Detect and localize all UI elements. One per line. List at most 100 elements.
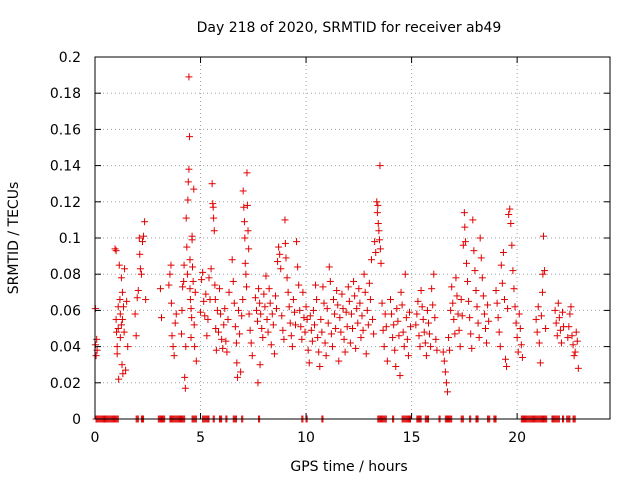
data-point	[247, 339, 255, 347]
data-point	[367, 256, 375, 264]
data-point	[294, 263, 302, 271]
data-point	[538, 288, 546, 296]
data-point	[426, 330, 434, 338]
data-point	[244, 227, 252, 235]
data-point	[397, 288, 405, 296]
data-point	[512, 319, 520, 327]
data-point	[369, 315, 377, 323]
data-point	[315, 348, 323, 356]
data-point	[513, 334, 521, 342]
data-point	[510, 285, 518, 293]
data-point	[574, 364, 582, 372]
data-point	[555, 314, 563, 322]
data-point	[181, 373, 189, 381]
data-point	[568, 332, 576, 340]
data-point	[473, 303, 481, 311]
data-point	[338, 290, 346, 298]
y-tick-label: 0.14	[50, 159, 81, 175]
y-tick-label: 0.04	[50, 340, 81, 356]
y-axis-title: SRMTID / TECUs	[6, 182, 22, 295]
data-point	[334, 301, 342, 309]
data-point	[374, 220, 382, 228]
data-point	[498, 279, 506, 287]
data-point	[112, 315, 120, 323]
data-point	[572, 328, 580, 336]
data-point	[415, 332, 423, 340]
data-point	[431, 314, 439, 322]
data-point	[382, 323, 390, 331]
data-point	[417, 286, 425, 294]
data-point	[508, 241, 516, 249]
data-point	[559, 308, 567, 316]
data-point	[235, 306, 243, 314]
data-point	[383, 357, 391, 365]
data-point	[454, 310, 462, 318]
data-point	[447, 306, 455, 314]
data-point	[567, 303, 575, 311]
data-point	[269, 321, 277, 329]
data-point	[115, 375, 123, 383]
data-point	[189, 277, 197, 285]
data-point	[404, 352, 412, 360]
data-point	[211, 281, 219, 289]
data-point	[506, 205, 514, 213]
data-point	[180, 277, 188, 285]
data-point	[309, 306, 317, 314]
data-point	[571, 348, 579, 356]
data-point	[281, 216, 289, 224]
y-tick-label: 0.08	[50, 267, 81, 283]
data-point	[505, 210, 513, 218]
data-point	[200, 297, 208, 305]
x-tick-label: 10	[297, 430, 315, 446]
data-point	[357, 334, 365, 342]
data-point	[333, 286, 341, 294]
data-point	[484, 301, 492, 309]
data-point	[296, 306, 304, 314]
y-tick-label: 0.16	[50, 122, 81, 138]
data-point	[180, 261, 188, 269]
data-point	[246, 326, 254, 334]
data-point	[241, 259, 249, 267]
data-point	[375, 227, 383, 235]
data-point	[450, 315, 458, 323]
data-point	[281, 239, 289, 247]
data-point	[121, 265, 129, 273]
data-point	[241, 234, 249, 242]
data-point	[347, 310, 355, 318]
data-point	[117, 321, 125, 329]
data-point	[117, 274, 125, 282]
data-point	[182, 343, 190, 351]
data-point	[240, 203, 248, 211]
y-tick-label: 0.18	[50, 86, 81, 102]
data-point	[236, 330, 244, 338]
data-point	[325, 263, 333, 271]
data-point	[492, 286, 500, 294]
data-point	[170, 352, 178, 360]
data-point	[452, 274, 460, 282]
data-point	[320, 299, 328, 307]
data-point	[302, 303, 310, 311]
data-point	[233, 359, 241, 367]
data-point	[414, 297, 422, 305]
data-point	[290, 308, 298, 316]
data-point	[265, 285, 273, 293]
data-point	[251, 294, 259, 302]
data-point	[317, 315, 325, 323]
data-point	[314, 334, 322, 342]
data-point	[182, 214, 190, 222]
data-point	[209, 203, 217, 211]
data-point	[326, 277, 334, 285]
data-point	[199, 268, 207, 276]
data-point	[407, 323, 415, 331]
x-tick-label: 15	[403, 430, 421, 446]
data-point	[197, 308, 205, 316]
data-point	[413, 310, 421, 318]
data-point	[135, 234, 143, 242]
data-point	[93, 335, 101, 343]
data-point	[429, 301, 437, 309]
data-point	[381, 310, 389, 318]
y-tick-label: 0.2	[59, 50, 81, 66]
data-point	[485, 317, 493, 325]
data-point	[541, 267, 549, 275]
data-point	[118, 288, 126, 296]
